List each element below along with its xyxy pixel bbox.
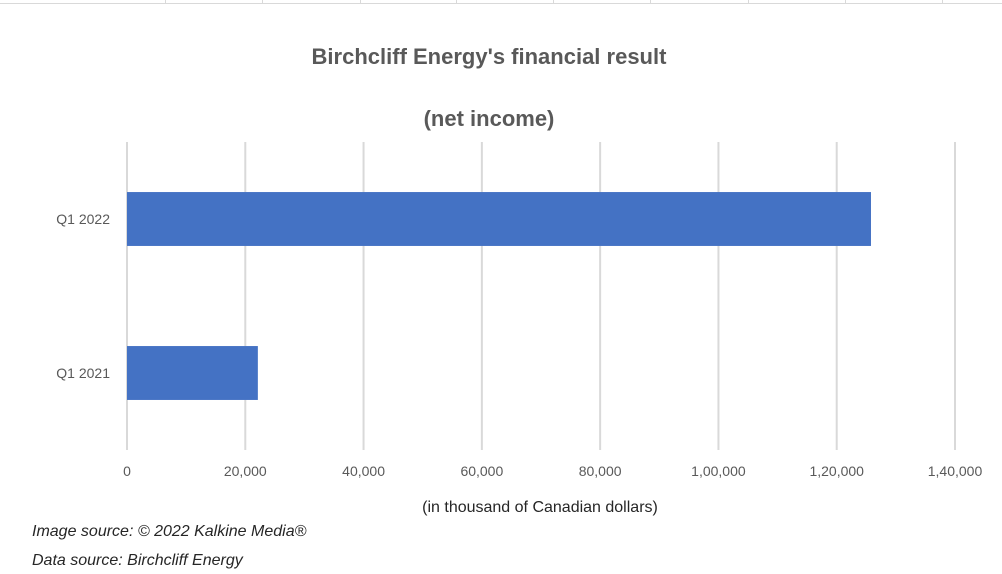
x-tick-label: 1,00,000	[691, 463, 746, 479]
top-border-line	[0, 0, 1002, 4]
chart-title: Birchcliff Energy's financial result	[311, 44, 667, 69]
bar	[127, 192, 871, 246]
y-tick-labels: Q1 2021 Q1 2022	[56, 211, 110, 381]
x-tick-label: 0	[123, 463, 131, 479]
x-tick-label: 60,000	[460, 463, 503, 479]
x-tick-labels: 0 20,000 40,000 60,000 80,000 1,00,000 1,20,00…	[123, 463, 982, 479]
x-tick-label: 1,40,000	[928, 463, 983, 479]
x-tick-label: 20,000	[224, 463, 267, 479]
chart-subtitle: (net income)	[423, 106, 555, 131]
x-axis-label: (in thousand of Canadian dollars)	[422, 499, 658, 516]
bar	[127, 346, 258, 400]
bars	[127, 192, 871, 400]
y-tick-label: Q1 2022	[56, 211, 110, 227]
x-tick-label: 40,000	[342, 463, 385, 479]
image-source-note: Image source: © 2022 Kalkine Media®	[32, 523, 307, 540]
x-tick-label: 1,20,000	[809, 463, 864, 479]
y-tick-label: Q1 2021	[56, 365, 110, 381]
gridlines	[126, 142, 956, 450]
x-tick-label: 80,000	[579, 463, 622, 479]
data-source-note: Data source: Birchcliff Energy	[32, 552, 243, 569]
